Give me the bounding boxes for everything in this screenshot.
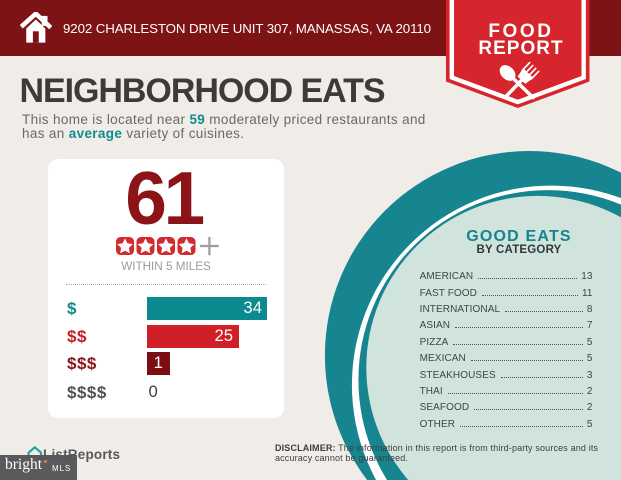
svg-text:REPORT: REPORT <box>478 38 563 59</box>
svg-text:FOOD: FOOD <box>488 21 553 42</box>
